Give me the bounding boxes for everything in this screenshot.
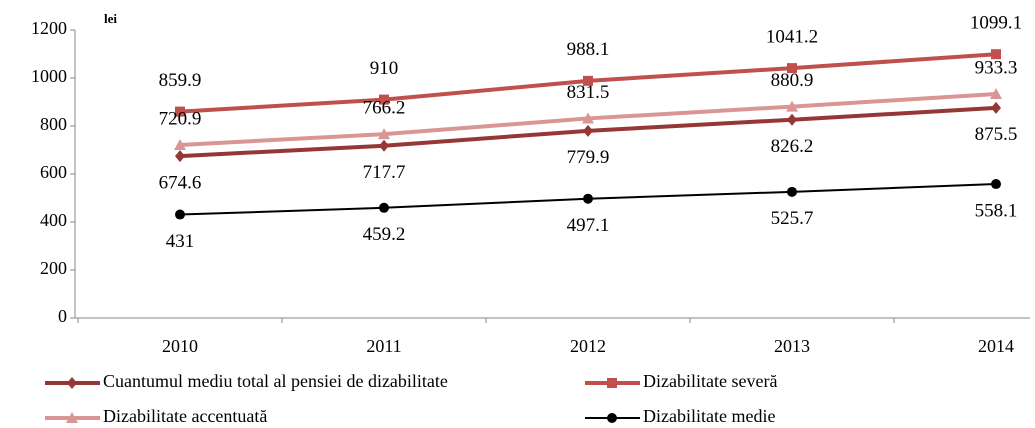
data-label: 431 — [166, 231, 195, 252]
x-tick-label: 2014 — [978, 336, 1014, 356]
data-label: 933.3 — [975, 57, 1018, 78]
legend-label: Dizabilitate severă — [643, 371, 777, 391]
marker — [990, 88, 1002, 100]
marker — [174, 138, 186, 150]
legend-label: Dizabilitate accentuată — [103, 406, 267, 426]
data-label: 826.2 — [771, 136, 814, 157]
x-tick-label: 2011 — [366, 336, 401, 356]
marker — [991, 49, 1001, 60]
legend-label: Dizabilitate medie — [643, 406, 775, 426]
data-label: 880.9 — [771, 70, 814, 91]
y-tick-label: 1000 — [31, 66, 67, 86]
marker — [787, 63, 797, 74]
data-label: 497.1 — [567, 215, 610, 236]
marker — [583, 124, 593, 137]
marker — [379, 202, 389, 213]
data-label: 875.5 — [975, 124, 1018, 145]
y-tick-label: 1200 — [31, 18, 67, 38]
data-label: 988.1 — [567, 39, 610, 60]
data-label: 1041.2 — [766, 26, 818, 47]
marker — [378, 128, 390, 140]
marker — [582, 112, 594, 124]
y-unit-label: lei — [104, 11, 117, 26]
x-tick-label: 2012 — [570, 336, 606, 356]
legend-label: Cuantumul mediu total al pensiei de diza… — [103, 371, 448, 391]
marker — [175, 106, 185, 117]
data-label: 558.1 — [975, 200, 1018, 221]
data-label: 831.5 — [567, 82, 610, 103]
data-label: 525.7 — [771, 208, 814, 229]
marker — [379, 139, 389, 152]
x-tick-label: 2013 — [774, 336, 810, 356]
marker — [607, 378, 617, 388]
marker — [379, 94, 389, 105]
marker — [607, 413, 617, 423]
marker — [175, 150, 185, 163]
data-label: 766.2 — [363, 97, 406, 118]
data-label: 459.2 — [363, 224, 406, 245]
data-label: 910 — [370, 58, 399, 79]
marker — [583, 75, 593, 86]
marker — [786, 100, 798, 112]
data-label: 1099.1 — [970, 13, 1022, 34]
marker — [991, 101, 1001, 114]
y-tick-label: 600 — [40, 162, 67, 182]
data-label: 720.9 — [159, 108, 202, 129]
marker — [67, 377, 77, 389]
data-label: 779.9 — [567, 147, 610, 168]
y-tick-label: 400 — [40, 210, 67, 230]
y-tick-label: 0 — [58, 306, 67, 326]
marker — [583, 193, 593, 204]
marker — [175, 209, 185, 220]
data-label: 859.9 — [159, 70, 202, 91]
marker — [787, 186, 797, 197]
y-tick-label: 200 — [40, 258, 67, 278]
y-tick-label: 800 — [40, 114, 67, 134]
data-label: 717.7 — [363, 162, 406, 183]
marker — [991, 179, 1001, 190]
data-label: 674.6 — [159, 172, 202, 193]
x-tick-label: 2010 — [162, 336, 198, 356]
marker — [787, 113, 797, 126]
marker — [66, 412, 78, 423]
